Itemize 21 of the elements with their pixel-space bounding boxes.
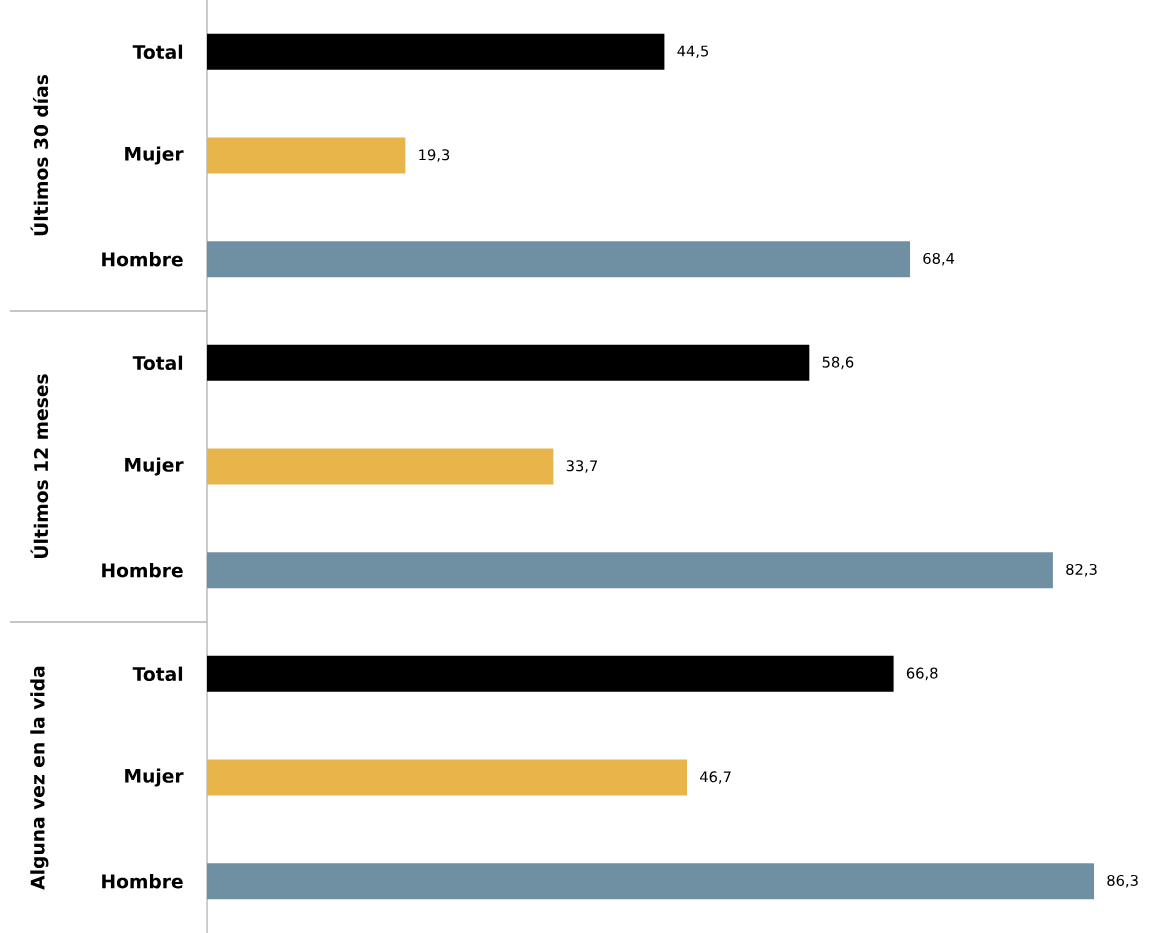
data-label: 66,8 — [906, 667, 938, 681]
y-tick-label: Mujer — [125, 146, 184, 165]
data-label: 68,4 — [923, 252, 955, 266]
y-tick-label: Mujer — [125, 457, 184, 476]
data-label: 82,3 — [1066, 563, 1097, 577]
y-axis-title: Últimos 12 meses — [30, 374, 49, 558]
y-tick-label: Total — [132, 44, 183, 60]
y-tick-label: Total — [132, 666, 183, 682]
data-label: 58,6 — [822, 356, 854, 370]
y-tick-label: Hombre — [102, 562, 183, 578]
y-axis-title: Alguna vez en la vida — [30, 666, 49, 890]
y-tick-label: Mujer — [125, 768, 184, 787]
y-axis-title: Últimos 30 días — [30, 75, 49, 236]
data-label: 86,3 — [1107, 874, 1138, 888]
data-label: 19,3 — [419, 149, 450, 162]
data-label: 33,7 — [566, 460, 598, 473]
data-label: 44,5 — [677, 45, 709, 59]
data-label: 46,7 — [699, 771, 731, 784]
y-tick-label: Hombre — [102, 873, 183, 889]
y-tick-label: Total — [132, 355, 183, 371]
y-tick-label: Hombre — [102, 251, 183, 267]
